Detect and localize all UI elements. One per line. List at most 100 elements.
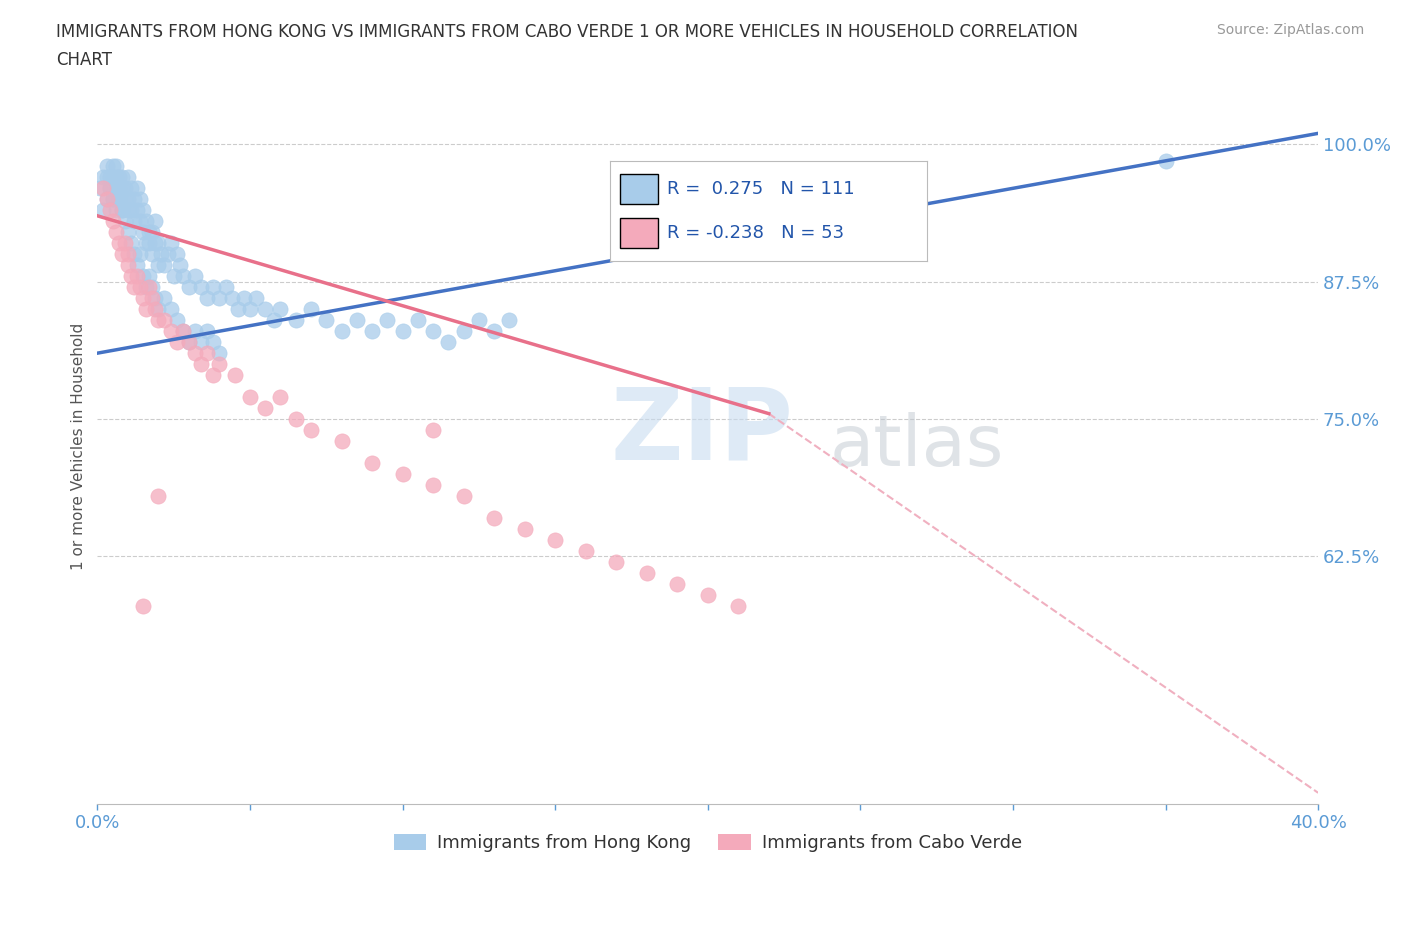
Point xyxy=(114,180,136,195)
Point xyxy=(482,324,505,339)
Point xyxy=(117,225,139,240)
Point xyxy=(111,203,134,218)
Point xyxy=(153,258,176,272)
Point xyxy=(107,170,129,185)
Point xyxy=(148,488,170,503)
Point xyxy=(101,159,124,174)
Point xyxy=(202,335,225,350)
Point xyxy=(254,401,277,416)
Point xyxy=(315,312,337,327)
Point xyxy=(120,269,142,284)
Point xyxy=(143,291,166,306)
Point xyxy=(696,588,718,603)
Point xyxy=(129,192,152,206)
Point xyxy=(172,324,194,339)
Text: ZIP: ZIP xyxy=(610,384,793,481)
Point xyxy=(169,258,191,272)
Point xyxy=(117,246,139,261)
Point xyxy=(89,180,111,195)
Legend: Immigrants from Hong Kong, Immigrants from Cabo Verde: Immigrants from Hong Kong, Immigrants fr… xyxy=(387,827,1029,859)
Point xyxy=(208,291,231,306)
Point xyxy=(135,214,157,229)
Point xyxy=(117,258,139,272)
Point xyxy=(114,192,136,206)
Point xyxy=(226,301,249,316)
Point xyxy=(129,280,152,295)
Point xyxy=(254,301,277,316)
Point xyxy=(190,357,212,372)
Point xyxy=(284,312,307,327)
Point xyxy=(114,214,136,229)
Point xyxy=(214,280,236,295)
Point xyxy=(135,236,157,251)
Point xyxy=(96,192,118,206)
Point xyxy=(129,246,152,261)
Point xyxy=(96,170,118,185)
Point xyxy=(93,170,115,185)
Point xyxy=(163,269,186,284)
Point xyxy=(107,192,129,206)
Text: CHART: CHART xyxy=(56,51,112,69)
Point xyxy=(98,180,121,195)
Point xyxy=(129,214,152,229)
Text: Source: ZipAtlas.com: Source: ZipAtlas.com xyxy=(1216,23,1364,37)
Point xyxy=(172,269,194,284)
Point xyxy=(195,291,218,306)
Point xyxy=(117,192,139,206)
Point xyxy=(184,346,207,361)
Point xyxy=(125,269,148,284)
Point xyxy=(125,258,148,272)
Point xyxy=(1154,153,1177,168)
Point xyxy=(104,225,127,240)
Point xyxy=(138,236,160,251)
Point xyxy=(107,180,129,195)
Point xyxy=(346,312,368,327)
Point xyxy=(422,422,444,437)
Point xyxy=(101,192,124,206)
Point xyxy=(202,367,225,382)
Point xyxy=(166,335,188,350)
Point xyxy=(120,236,142,251)
Point xyxy=(117,203,139,218)
Point xyxy=(153,312,176,327)
Point xyxy=(132,203,155,218)
Point xyxy=(190,335,212,350)
Point xyxy=(148,236,170,251)
Point xyxy=(221,291,243,306)
Point xyxy=(114,236,136,251)
Point xyxy=(93,203,115,218)
Point xyxy=(468,312,491,327)
Point xyxy=(299,422,322,437)
Point xyxy=(208,346,231,361)
Point xyxy=(117,170,139,185)
Point xyxy=(98,170,121,185)
Point xyxy=(141,225,163,240)
Point xyxy=(172,324,194,339)
Point xyxy=(375,312,398,327)
Point xyxy=(177,335,200,350)
Point xyxy=(269,390,291,405)
Point xyxy=(148,301,170,316)
Point xyxy=(104,203,127,218)
Point xyxy=(96,159,118,174)
Point xyxy=(138,280,160,295)
Point xyxy=(148,312,170,327)
Text: atlas: atlas xyxy=(830,412,1004,481)
Point xyxy=(101,170,124,185)
Point xyxy=(184,324,207,339)
Point xyxy=(150,246,173,261)
Point xyxy=(138,225,160,240)
Point xyxy=(406,312,429,327)
Point xyxy=(239,301,262,316)
Point xyxy=(437,335,460,350)
Point xyxy=(125,203,148,218)
Point xyxy=(111,180,134,195)
Point xyxy=(120,203,142,218)
Point xyxy=(166,312,188,327)
Point xyxy=(107,192,129,206)
Y-axis label: 1 or more Vehicles in Household: 1 or more Vehicles in Household xyxy=(72,323,86,570)
Point xyxy=(111,246,134,261)
Point xyxy=(245,291,267,306)
Point xyxy=(98,203,121,218)
Point xyxy=(453,488,475,503)
